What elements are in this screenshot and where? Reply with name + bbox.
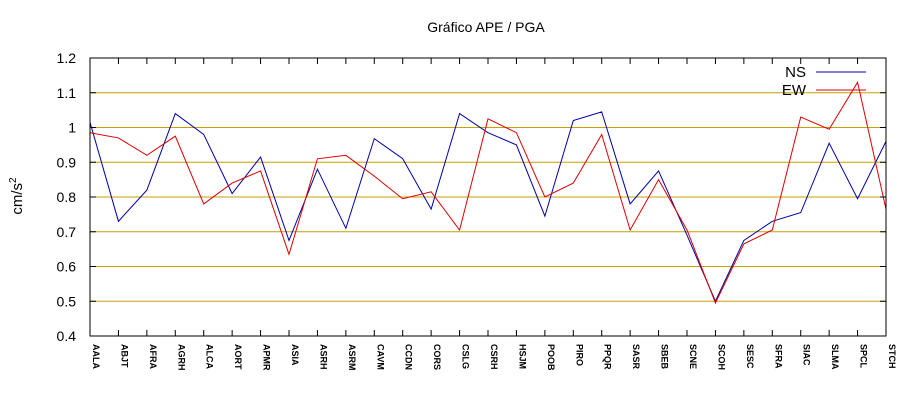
x-tick-label: CSRH [489,344,499,370]
x-tick-label: SIAC [802,344,812,366]
legend-label-ns: NS [785,64,806,81]
x-tick-label: SPCL [859,344,869,369]
y-tick-label: 1 [68,120,76,136]
y-axis-label-superscript: 2 [8,177,19,183]
x-tick-label: AORT [233,344,243,370]
x-tick-label: STCH [887,344,897,369]
y-axis-label: cm/s2 [8,177,26,215]
x-tick-label: PIRO [574,344,584,366]
x-tick-label: ASRH [318,344,328,370]
x-tick-label: ASIA [290,344,300,366]
y-axis-label-text: cm/s [9,183,26,215]
chart-title: Gráfico APE / PGA [427,19,545,35]
x-tick-label: HSJM [517,344,527,369]
y-tick-label: 1.1 [57,85,77,101]
x-tick-label: SASR [631,344,641,370]
grid-lines [90,92,886,302]
y-tick-label: 1.2 [57,50,77,66]
x-tick-label: SLMA [830,344,840,370]
x-axis-ticks: AALA ABJT AFRA AGRH ALCA AORT APMR ASIA ASRH ASRM… [89,58,897,371]
legend-label-ew: EW [782,82,807,99]
x-tick-label: SFRA [773,344,783,369]
x-tick-label: SBEB [660,344,670,370]
y-tick-label: 0.8 [57,189,77,205]
x-tick-label: CORS [432,344,442,370]
y-tick-label: 0.9 [57,154,77,170]
x-tick-label: SCNE [688,344,698,369]
x-tick-label: PPQR [603,344,613,370]
y-tick-label: 0.4 [57,328,77,344]
x-tick-label: AGRH [176,344,186,371]
series-line-ew [89,81,887,305]
x-tick-label: AFRA [148,344,158,369]
x-tick-label: SCOH [716,344,726,370]
series-line-ns [89,111,887,303]
x-tick-label: CAVM [375,344,385,370]
x-tick-label: SESC [745,344,755,369]
y-tick-label: 0.6 [57,259,77,275]
x-tick-label: CSLG [461,344,471,369]
x-tick-label: CCDN [404,344,414,370]
x-tick-label: ABJT [119,344,129,368]
x-tick-label: ASRM [347,344,357,371]
x-tick-label: ALCA [205,344,215,369]
x-tick-label: POOB [546,344,556,371]
y-tick-label: 0.7 [57,224,77,240]
data-series [89,81,887,305]
y-tick-label: 0.5 [57,293,77,309]
x-tick-label: APMR [262,344,272,371]
x-tick-label: AALA [91,344,101,369]
y-axis-ticks: 0.4 0.5 0.6 0.7 0.8 0.9 1 1.1 1.2 [57,50,886,344]
